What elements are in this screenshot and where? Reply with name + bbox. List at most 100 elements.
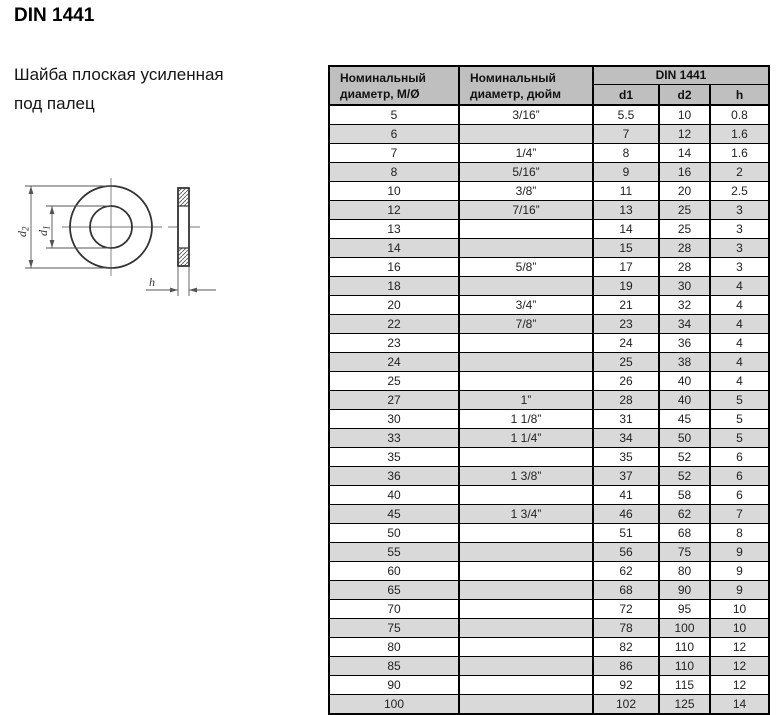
table-row: 35 35 52 6 [328, 447, 770, 467]
cell-nominal-mm: 70 [328, 599, 460, 619]
cell-h: 9 [709, 561, 770, 581]
din-1441-spec-table: Номинальный диаметр, М/Ø Номинальный диа… [328, 65, 770, 715]
table-row: 13 14 25 3 [328, 219, 770, 239]
cell-d1: 46 [592, 504, 660, 524]
table-row: 90 92 115 12 [328, 675, 770, 695]
table-row: 33 1 1/4” 34 50 5 [328, 428, 770, 448]
cell-nominal-inch [458, 276, 594, 296]
page-subtitle-line1: Шайба плоская усиленная [14, 65, 224, 84]
cell-h: 4 [709, 352, 770, 372]
cell-h: 1.6 [709, 124, 770, 144]
d1-dimension [46, 205, 111, 249]
cell-nominal-mm: 90 [328, 675, 460, 695]
cell-d2: 12 [658, 124, 711, 144]
table-row: 27 1” 28 40 5 [328, 390, 770, 410]
column-group-header-din1441: DIN 1441 [592, 65, 770, 86]
table-row: 55 56 75 9 [328, 542, 770, 562]
cell-nominal-inch [458, 219, 594, 239]
cell-nominal-inch: 1 1/4” [458, 428, 594, 448]
cell-nominal-mm: 13 [328, 219, 460, 239]
cell-d1: 8 [592, 143, 660, 163]
cell-d1: 92 [592, 675, 660, 695]
cell-h: 7 [709, 504, 770, 524]
cell-d1: 21 [592, 295, 660, 315]
cell-d2: 40 [658, 390, 711, 410]
cell-d2: 28 [658, 257, 711, 277]
cell-nominal-inch: 5/8” [458, 257, 594, 277]
table-row: 10 3/8” 11 20 2.5 [328, 181, 770, 201]
cell-d1: 19 [592, 276, 660, 296]
column-header-d1: d1 [592, 84, 660, 106]
cell-d1: 34 [592, 428, 660, 448]
column-header-d2: d2 [658, 84, 711, 106]
cell-d2: 25 [658, 219, 711, 239]
cell-nominal-inch: 3/8” [458, 181, 594, 201]
cell-nominal-inch [458, 599, 594, 619]
cell-d2: 52 [658, 447, 711, 467]
cell-d2: 125 [658, 694, 711, 715]
cell-d2: 36 [658, 333, 711, 353]
cell-d2: 10 [658, 104, 711, 125]
table-row: 36 1 3/8” 37 52 6 [328, 466, 770, 486]
cell-d2: 28 [658, 238, 711, 258]
table-row: 25 26 40 4 [328, 371, 770, 391]
cell-h: 4 [709, 314, 770, 334]
cell-d1: 51 [592, 523, 660, 543]
cell-h: 12 [709, 656, 770, 676]
cell-nominal-mm: 27 [328, 390, 460, 410]
cell-nominal-inch: 3/4” [458, 295, 594, 315]
cell-d1: 78 [592, 618, 660, 638]
cell-nominal-mm: 20 [328, 295, 460, 315]
cell-nominal-inch [458, 371, 594, 391]
cell-nominal-inch [458, 580, 594, 600]
cell-nominal-inch: 1 1/8” [458, 409, 594, 429]
table-row: 20 3/4” 21 32 4 [328, 295, 770, 315]
front-view-centerlines [62, 178, 162, 276]
cell-h: 4 [709, 276, 770, 296]
cell-nominal-mm: 8 [328, 162, 460, 182]
table-row: 23 24 36 4 [328, 333, 770, 353]
table-row: 60 62 80 9 [328, 561, 770, 581]
cell-d2: 110 [658, 656, 711, 676]
cell-h: 2.5 [709, 181, 770, 201]
cell-h: 10 [709, 618, 770, 638]
cell-h: 6 [709, 485, 770, 505]
cell-d2: 58 [658, 485, 711, 505]
cell-nominal-mm: 85 [328, 656, 460, 676]
cell-nominal-mm: 22 [328, 314, 460, 334]
d2-dimension [25, 185, 114, 269]
column-header-nominal-inch: Номинальный диаметр, дюйм [458, 65, 594, 106]
cell-nominal-mm: 30 [328, 409, 460, 429]
washer-drawing-svg: d2 d1 h [15, 178, 216, 296]
cell-d2: 32 [658, 295, 711, 315]
page-subtitle-line2: под палец [14, 94, 95, 113]
cell-h: 3 [709, 219, 770, 239]
d1-dimension-label: d1 [36, 226, 52, 237]
table-row: 24 25 38 4 [328, 352, 770, 372]
cell-h: 4 [709, 295, 770, 315]
cell-d1: 23 [592, 314, 660, 334]
cell-nominal-mm: 7 [328, 143, 460, 163]
cell-d1: 41 [592, 485, 660, 505]
cell-nominal-mm: 6 [328, 124, 460, 144]
cell-nominal-inch [458, 561, 594, 581]
cell-h: 2 [709, 162, 770, 182]
cell-d1: 7 [592, 124, 660, 144]
cell-nominal-inch [458, 675, 594, 695]
cell-nominal-mm: 10 [328, 181, 460, 201]
cell-h: 9 [709, 542, 770, 562]
cell-nominal-inch: 1 3/8” [458, 466, 594, 486]
cell-nominal-inch [458, 238, 594, 258]
cell-nominal-inch [458, 656, 594, 676]
cell-h: 1.6 [709, 143, 770, 163]
table-row: 80 82 110 12 [328, 637, 770, 657]
cell-nominal-inch: 1” [458, 390, 594, 410]
cell-nominal-inch: 7/8” [458, 314, 594, 334]
cell-h: 4 [709, 333, 770, 353]
cell-d1: 102 [592, 694, 660, 715]
cell-d2: 20 [658, 181, 711, 201]
cell-d1: 28 [592, 390, 660, 410]
cell-d1: 25 [592, 352, 660, 372]
cell-nominal-inch [458, 523, 594, 543]
cell-h: 9 [709, 580, 770, 600]
